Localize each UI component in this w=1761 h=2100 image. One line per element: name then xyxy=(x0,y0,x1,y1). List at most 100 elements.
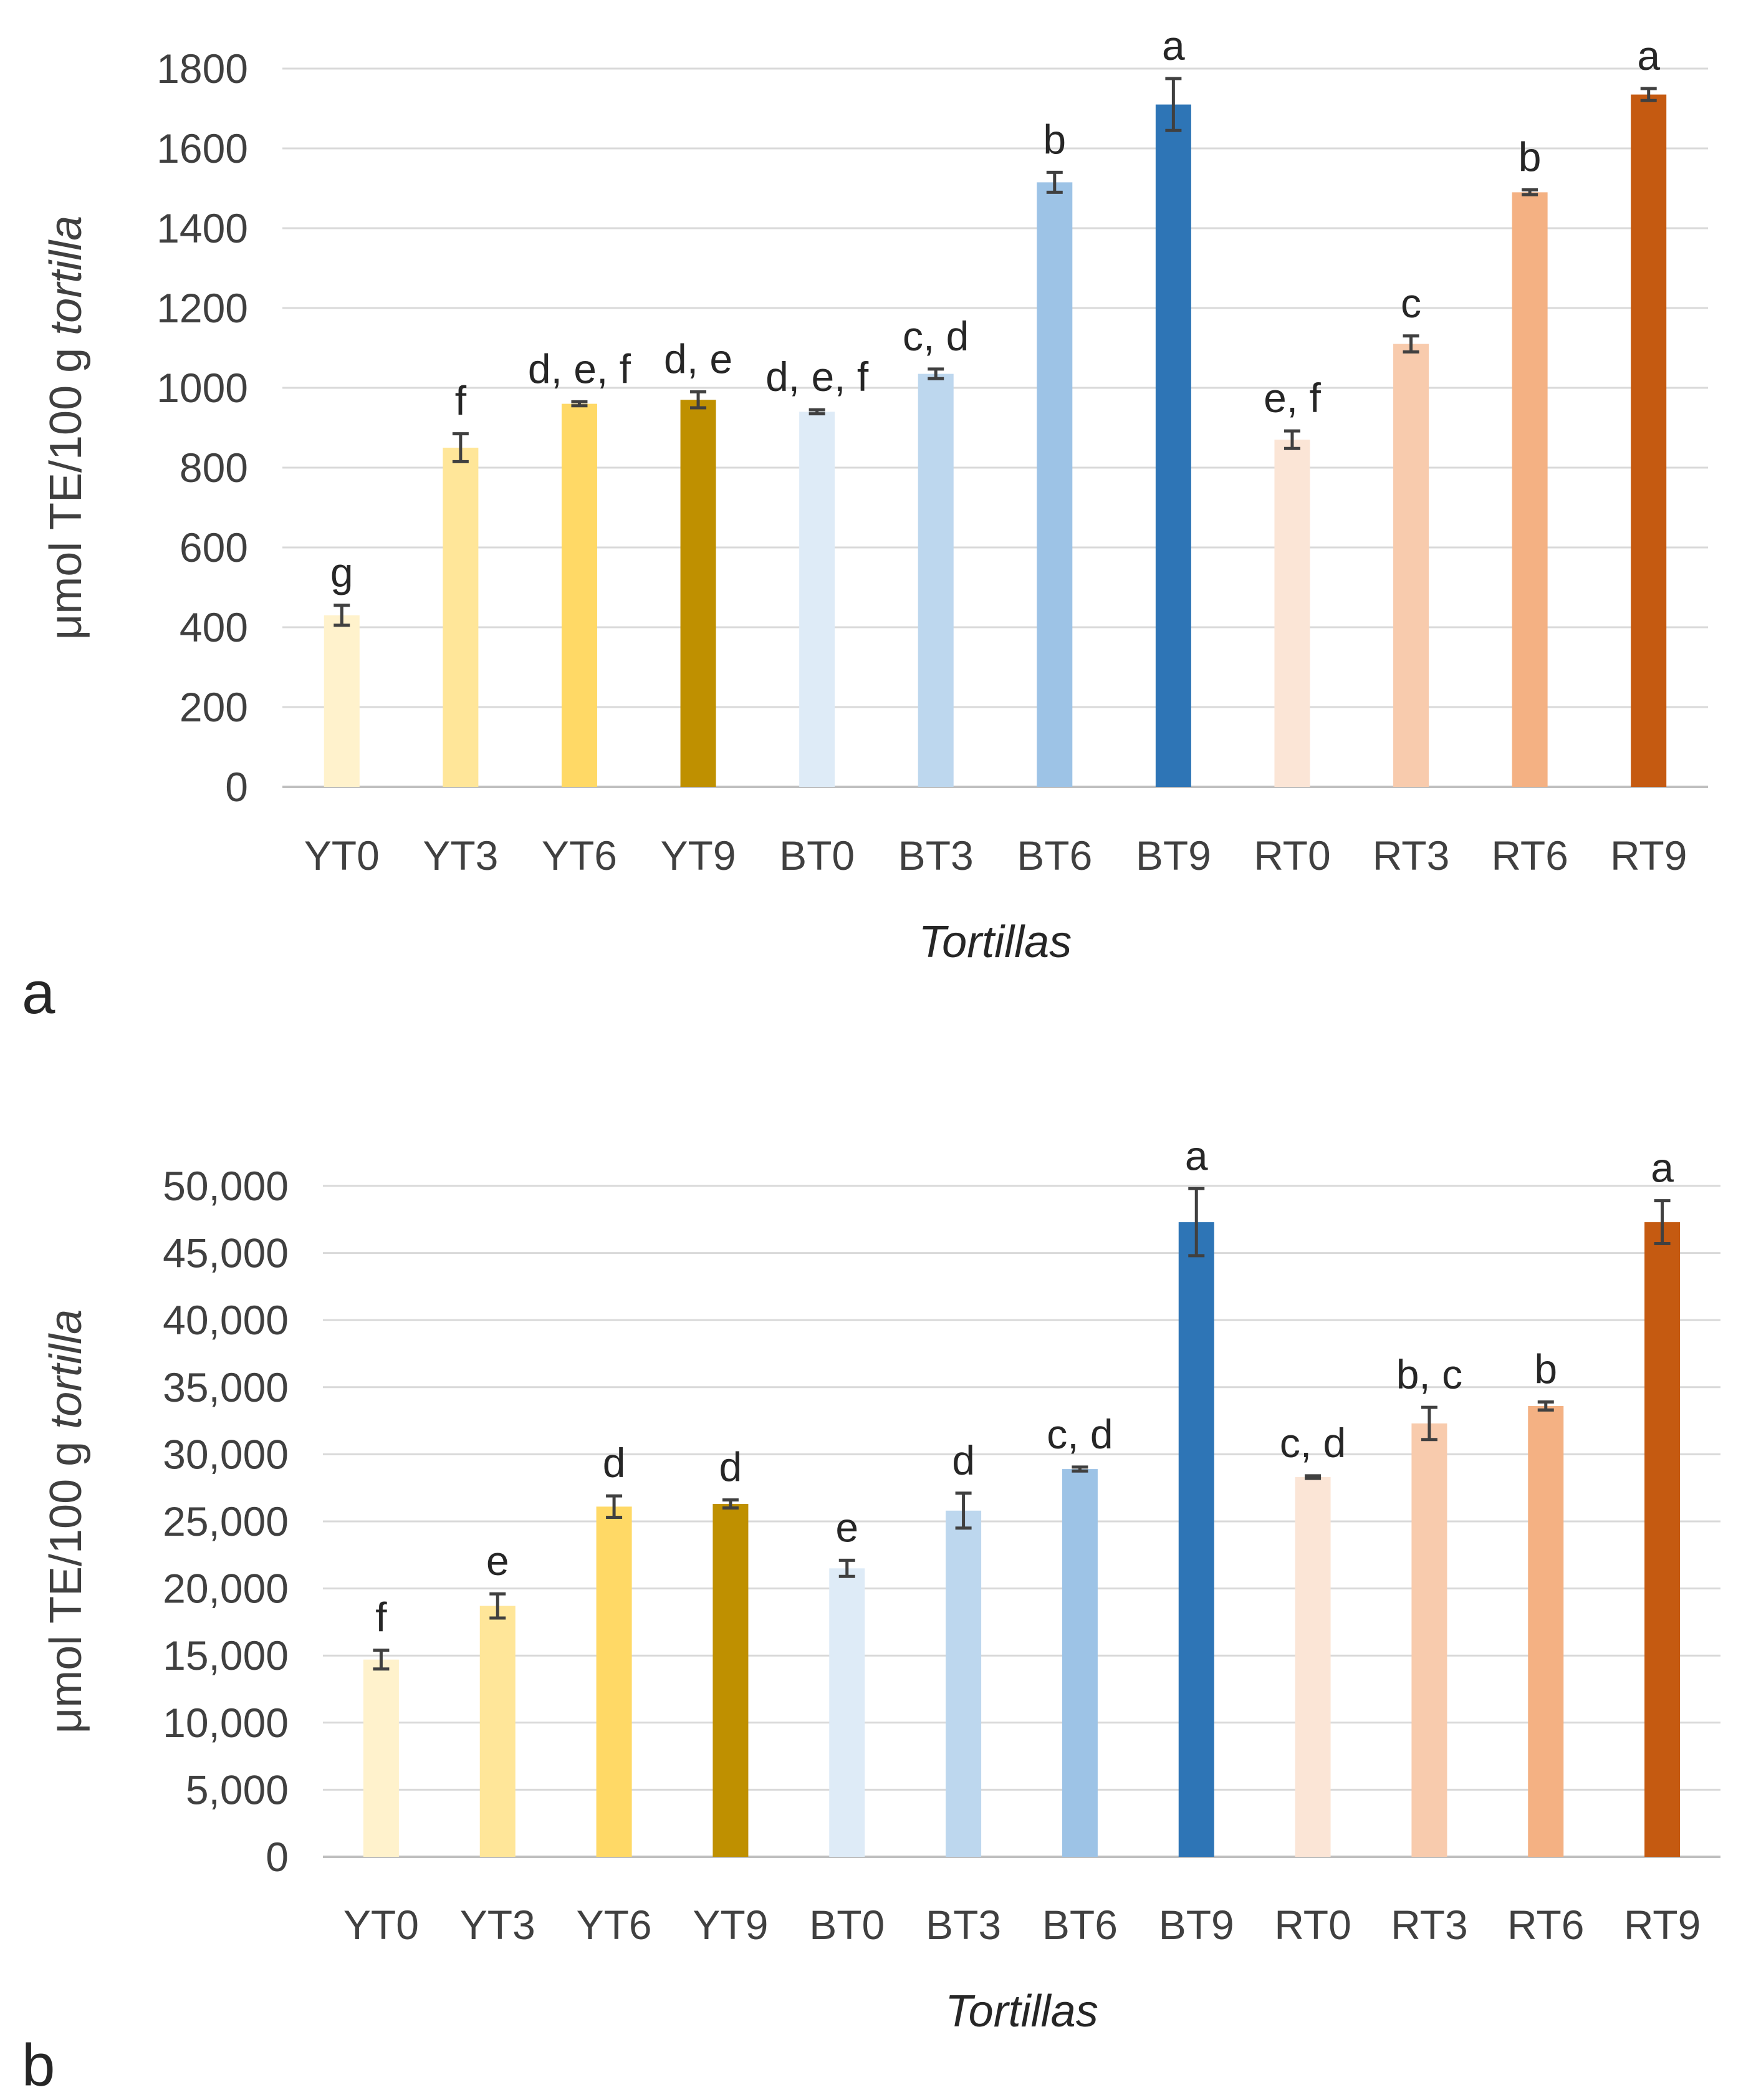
category-label: RT3 xyxy=(1391,1902,1468,1948)
y-tick-label: 1200 xyxy=(156,285,248,331)
significance-label: e, f xyxy=(1264,375,1321,421)
error-bar xyxy=(1403,334,1419,354)
bar xyxy=(680,400,716,787)
bar xyxy=(1178,1222,1214,1857)
error-bar xyxy=(1284,429,1300,450)
y-tick-label: 25,000 xyxy=(163,1498,289,1544)
bar xyxy=(713,1504,749,1857)
error-bar xyxy=(489,1592,506,1620)
category-label: BT9 xyxy=(1136,832,1211,879)
significance-label: d xyxy=(603,1440,626,1486)
error-bar xyxy=(373,1649,390,1671)
category-label: BT3 xyxy=(898,832,974,879)
category-label: BT6 xyxy=(1017,832,1092,879)
error-bar xyxy=(333,604,350,627)
bar xyxy=(829,1568,865,1857)
bar xyxy=(1393,344,1429,787)
significance-label: b xyxy=(1534,1346,1557,1392)
significance-label: b xyxy=(1519,134,1542,180)
category-label: BT9 xyxy=(1159,1902,1234,1948)
y-tick-label: 30,000 xyxy=(163,1431,289,1477)
y-tick-label: 400 xyxy=(180,604,248,650)
bar xyxy=(596,1506,632,1857)
significance-label: f xyxy=(375,1594,387,1640)
y-tick-label: 15,000 xyxy=(163,1632,289,1679)
error-bar xyxy=(928,367,944,380)
bar xyxy=(561,403,597,787)
bar xyxy=(1295,1476,1331,1857)
y-tick-label: 20,000 xyxy=(163,1566,289,1612)
bar xyxy=(1274,440,1310,787)
significance-label: e xyxy=(486,1538,509,1584)
chart-a: 0 200 400 600 800 1000 1200 1400 1600 1800 YT0 g YT3… xyxy=(22,22,1708,1026)
error-bar xyxy=(1537,1400,1554,1412)
y-tick-label: 200 xyxy=(180,684,248,730)
y-tick-label: 0 xyxy=(225,764,248,810)
bar xyxy=(363,1659,399,1857)
significance-label: b, c xyxy=(1396,1351,1462,1397)
error-bar xyxy=(690,390,707,410)
y-axis-title: μmol TE/100 g tortilla xyxy=(41,216,91,640)
y-tick-label: 600 xyxy=(180,524,248,571)
significance-label: f xyxy=(455,378,467,424)
significance-label: d xyxy=(719,1444,742,1490)
bar xyxy=(918,373,954,787)
bar xyxy=(1062,1469,1098,1857)
error-bar xyxy=(1165,77,1182,132)
error-bar xyxy=(1654,1199,1671,1246)
bar xyxy=(1644,1222,1681,1857)
error-bar xyxy=(809,408,825,416)
category-label: YT6 xyxy=(577,1902,652,1948)
category-label: YT3 xyxy=(423,832,498,879)
bar xyxy=(443,448,479,787)
bar xyxy=(1037,182,1073,787)
y-tick-label: 45,000 xyxy=(163,1230,289,1276)
error-bar xyxy=(571,400,588,408)
category-label: YT0 xyxy=(343,1902,419,1948)
category-label: BT6 xyxy=(1042,1902,1118,1948)
error-bar xyxy=(1305,1474,1322,1480)
y-axis-title-main: μmol TE/100 g xyxy=(41,1429,91,1733)
bar xyxy=(1528,1405,1564,1857)
category-label: RT9 xyxy=(1610,832,1687,879)
y-tick-label: 5,000 xyxy=(186,1766,289,1813)
y-axis-title: μmol TE/100 g tortilla xyxy=(41,1309,91,1733)
y-tick-label: 10,000 xyxy=(163,1700,289,1746)
error-bar xyxy=(1188,1187,1205,1258)
y-tick-label: 40,000 xyxy=(163,1297,289,1343)
error-bar xyxy=(452,432,469,463)
category-label: RT6 xyxy=(1507,1902,1585,1948)
significance-label: a xyxy=(1185,1132,1208,1178)
significance-label: c xyxy=(1401,280,1421,326)
bar xyxy=(1155,104,1191,788)
panel-label: a xyxy=(22,960,55,1026)
bar xyxy=(1631,94,1667,788)
significance-label: d xyxy=(952,1437,975,1483)
category-label: RT6 xyxy=(1491,832,1568,879)
category-label: BT0 xyxy=(779,832,855,879)
y-axis-title-italic: tortilla xyxy=(41,1309,91,1429)
significance-label: e xyxy=(835,1504,858,1550)
x-axis-title: Tortillas xyxy=(919,917,1072,967)
bar xyxy=(324,615,360,787)
significance-label: a xyxy=(1637,32,1660,79)
significance-label: c, d xyxy=(903,313,969,359)
y-tick-label: 1600 xyxy=(156,125,248,171)
error-bar xyxy=(1421,1405,1437,1442)
error-bar xyxy=(1640,87,1657,102)
x-axis-title: Tortillas xyxy=(945,1987,1098,2036)
significance-label: a xyxy=(1651,1145,1674,1191)
error-bar xyxy=(722,1498,739,1510)
category-label: RT0 xyxy=(1274,1902,1351,1948)
significance-label: a xyxy=(1162,22,1185,69)
error-bar xyxy=(1046,170,1063,194)
category-label: YT6 xyxy=(542,832,617,879)
y-tick-label: 1800 xyxy=(156,46,248,92)
significance-label: c, d xyxy=(1280,1420,1346,1466)
bar xyxy=(1512,192,1548,787)
category-label: RT9 xyxy=(1624,1902,1701,1948)
significance-label: d, e, f xyxy=(528,345,631,392)
category-label: RT0 xyxy=(1254,832,1331,879)
y-tick-label: 0 xyxy=(266,1834,289,1880)
significance-label: d, e xyxy=(664,335,732,382)
